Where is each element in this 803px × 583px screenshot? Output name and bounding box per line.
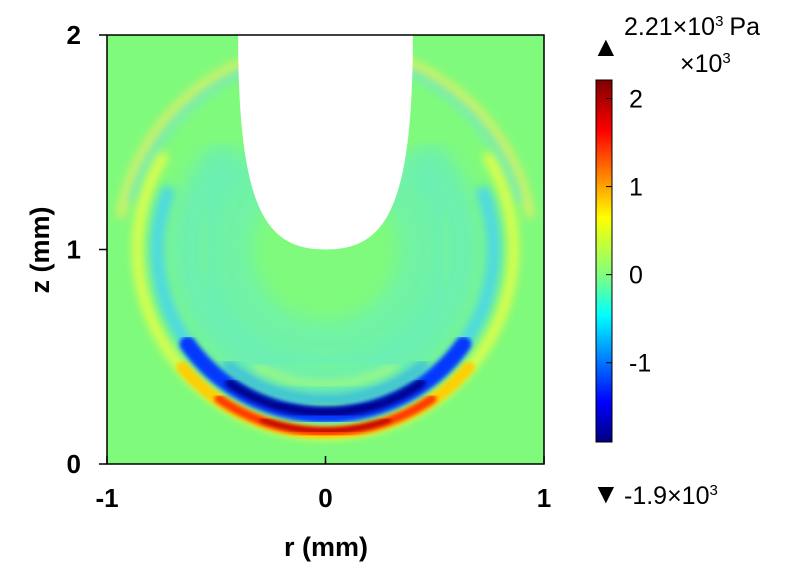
wavefront-band xyxy=(252,362,399,389)
max-value-marker: ▲ 2.21×103 Pa xyxy=(592,13,760,62)
colorbar-tick-label: 1 xyxy=(629,174,643,202)
y-tick-label: 1 xyxy=(67,235,81,265)
colorbar-tick-label: -1 xyxy=(629,350,651,378)
colorbar-tick-label: 2 xyxy=(629,85,643,113)
x-axis: -1 0 1 xyxy=(95,456,551,513)
cavitation-bubble xyxy=(238,35,413,250)
y-tick-label: 2 xyxy=(67,20,81,50)
y-axis: 0 1 2 xyxy=(67,20,107,479)
wavefront-band xyxy=(225,378,426,418)
min-value-marker: ▼ -1.9×103 xyxy=(592,478,718,510)
max-triangle-icon: ▲ xyxy=(592,31,620,62)
wavefront-band xyxy=(222,359,429,405)
x-axis-label: r (mm) xyxy=(284,532,368,562)
max-value-label: 2.21×103 Pa xyxy=(624,13,760,41)
x-tick-label: 1 xyxy=(537,483,551,513)
wavefront-band xyxy=(202,140,449,371)
min-triangle-icon: ▼ xyxy=(592,478,620,509)
min-value-label: -1.9×103 xyxy=(624,482,718,510)
x-tick-label: 0 xyxy=(318,483,332,513)
colorbar-multiplier: ×103 xyxy=(680,50,731,78)
colorbar: ×103 -1 0 1 2 xyxy=(595,50,731,443)
colorbar-tick-label: 0 xyxy=(629,262,643,290)
y-tick-label: 0 xyxy=(67,449,81,479)
colorbar-gradient xyxy=(595,79,613,443)
heatmap-field xyxy=(107,35,544,464)
x-tick-label: -1 xyxy=(95,483,118,513)
y-axis-label: z (mm) xyxy=(25,207,55,294)
wavefront-band xyxy=(259,417,392,434)
